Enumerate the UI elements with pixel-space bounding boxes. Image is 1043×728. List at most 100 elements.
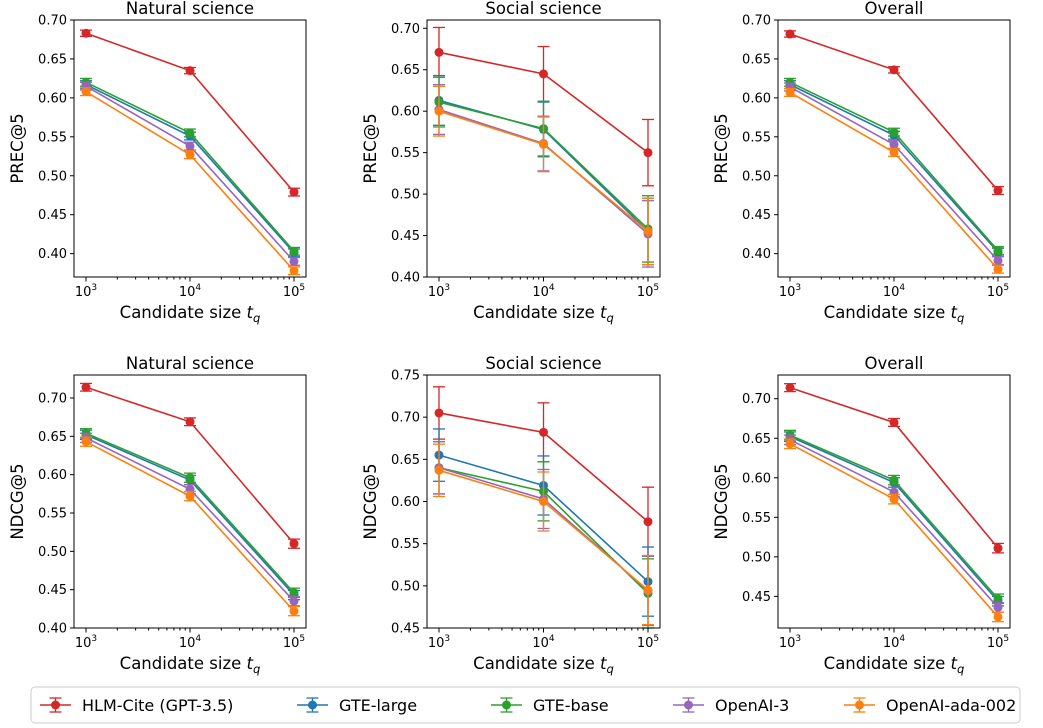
panel-title: Natural science <box>126 0 254 18</box>
series-openai-3 <box>433 440 654 627</box>
y-tick-label: 0.65 <box>742 432 771 447</box>
data-point <box>289 266 299 276</box>
data-point <box>889 417 899 427</box>
y-tick-label: 0.70 <box>391 22 420 37</box>
data-point <box>289 588 299 598</box>
x-axis-label: Candidate size tq <box>473 303 614 325</box>
y-axis-label: PREC@5 <box>712 113 731 183</box>
data-point <box>289 256 299 266</box>
legend-entry-hlm-cite-gpt-3-5: HLM-Cite (GPT-3.5) <box>40 696 233 715</box>
data-point <box>993 246 1003 256</box>
y-tick-label: 0.55 <box>38 130 67 145</box>
legend-entry-gte-base: GTE-base <box>491 696 609 715</box>
data-point <box>185 141 195 151</box>
data-point <box>185 491 195 501</box>
y-tick-label: 0.45 <box>391 622 420 637</box>
data-point <box>289 606 299 616</box>
x-tick-label: 103 <box>779 634 801 651</box>
x-tick-label: 105 <box>637 283 659 300</box>
legend-entry-openai-ada-002: OpenAI-ada-002 <box>844 696 1016 715</box>
panel-title: Social science <box>485 354 601 373</box>
y-tick-label: 0.40 <box>38 622 67 637</box>
data-point <box>289 246 299 256</box>
series-line <box>85 32 295 193</box>
data-point <box>785 439 795 449</box>
y-tick-label: 0.65 <box>38 52 67 67</box>
y-tick-label: 0.40 <box>38 247 67 262</box>
data-point <box>434 408 444 418</box>
data-point <box>185 128 195 138</box>
data-point <box>889 65 899 75</box>
panel-6: 0.45 0.50 0.55 0.60 0.65 0.70 103 104 105 Overall… <box>712 354 1011 676</box>
y-axis-label: NDCG@5 <box>8 463 27 539</box>
legend-label: GTE-large <box>339 696 417 715</box>
series-line <box>789 443 999 618</box>
y-tick-label: 0.50 <box>742 169 771 184</box>
y-tick-label: 0.65 <box>742 52 771 67</box>
series-line <box>789 386 999 549</box>
data-point <box>289 596 299 606</box>
x-tick-label: 104 <box>179 283 202 300</box>
y-tick-label: 0.50 <box>391 188 420 203</box>
x-tick-label: 103 <box>779 283 801 300</box>
series-openai-ada-002 <box>80 87 300 276</box>
legend-frame <box>30 686 1021 724</box>
data-point <box>81 382 91 392</box>
y-tick-label: 0.75 <box>391 369 420 384</box>
series-hlm-cite-gpt-3-5 <box>433 26 654 187</box>
x-tick-label: 103 <box>428 283 450 300</box>
y-axis-label: NDCG@5 <box>361 463 380 539</box>
data-point <box>185 473 195 483</box>
x-tick-label: 103 <box>75 634 97 651</box>
y-tick-label: 0.65 <box>38 430 67 445</box>
series-hlm-cite-gpt-3-5 <box>784 383 1004 554</box>
series-line <box>789 33 999 192</box>
y-tick-label: 0.45 <box>742 208 771 223</box>
panel-4: 0.40 0.45 0.50 0.55 0.60 0.65 0.70 103 104 105 Nat… <box>8 354 307 676</box>
y-tick-label: 0.60 <box>38 468 67 483</box>
data-point <box>993 602 1003 612</box>
series-openai-ada-002 <box>433 85 654 266</box>
y-tick-label: 0.60 <box>38 91 67 106</box>
series-line <box>789 91 999 270</box>
series-openai-ada-002 <box>433 443 654 626</box>
y-tick-label: 0.70 <box>38 392 67 407</box>
y-tick-label: 0.70 <box>391 411 420 426</box>
series-hlm-cite-gpt-3-5 <box>80 382 300 549</box>
y-tick-label: 0.70 <box>38 14 67 29</box>
x-tick-label: 103 <box>428 634 450 651</box>
y-axis-label: NDCG@5 <box>712 463 731 539</box>
data-point <box>889 475 899 485</box>
x-axis-label: Candidate size tq <box>824 303 965 325</box>
y-tick-label: 0.55 <box>391 146 420 161</box>
y-tick-label: 0.60 <box>391 495 420 510</box>
series-openai-3 <box>80 432 300 607</box>
legend-marker <box>308 700 317 710</box>
panel-1: 0.40 0.45 0.50 0.55 0.60 0.65 0.70 103 104 105 Nat… <box>8 0 307 325</box>
x-axis-label: Candidate size tq <box>120 654 261 676</box>
data-point <box>889 147 899 157</box>
x-tick-label: 104 <box>883 283 906 300</box>
legend-marker <box>502 700 511 710</box>
data-point <box>289 187 299 197</box>
y-tick-label: 0.70 <box>742 14 771 29</box>
data-point <box>434 47 444 57</box>
data-point <box>289 539 299 549</box>
legend-label: OpenAI-3 <box>715 696 789 715</box>
x-tick-label: 104 <box>532 634 555 651</box>
data-point <box>993 264 1003 274</box>
y-tick-label: 0.70 <box>742 392 771 407</box>
data-point <box>643 226 653 236</box>
data-point <box>993 543 1003 553</box>
x-tick-label: 103 <box>75 283 97 300</box>
legend-marker <box>684 700 693 710</box>
legend-entry-openai-3: OpenAI-3 <box>673 696 789 715</box>
y-tick-label: 0.55 <box>742 130 771 145</box>
panel-3: 0.40 0.45 0.50 0.55 0.60 0.65 0.70 103 104 105 Ove… <box>712 0 1011 325</box>
x-tick-label: 105 <box>637 634 659 651</box>
data-point <box>889 494 899 504</box>
x-axis-label: Candidate size tq <box>824 654 965 676</box>
y-tick-label: 0.40 <box>391 271 420 286</box>
y-tick-label: 0.60 <box>742 471 771 486</box>
